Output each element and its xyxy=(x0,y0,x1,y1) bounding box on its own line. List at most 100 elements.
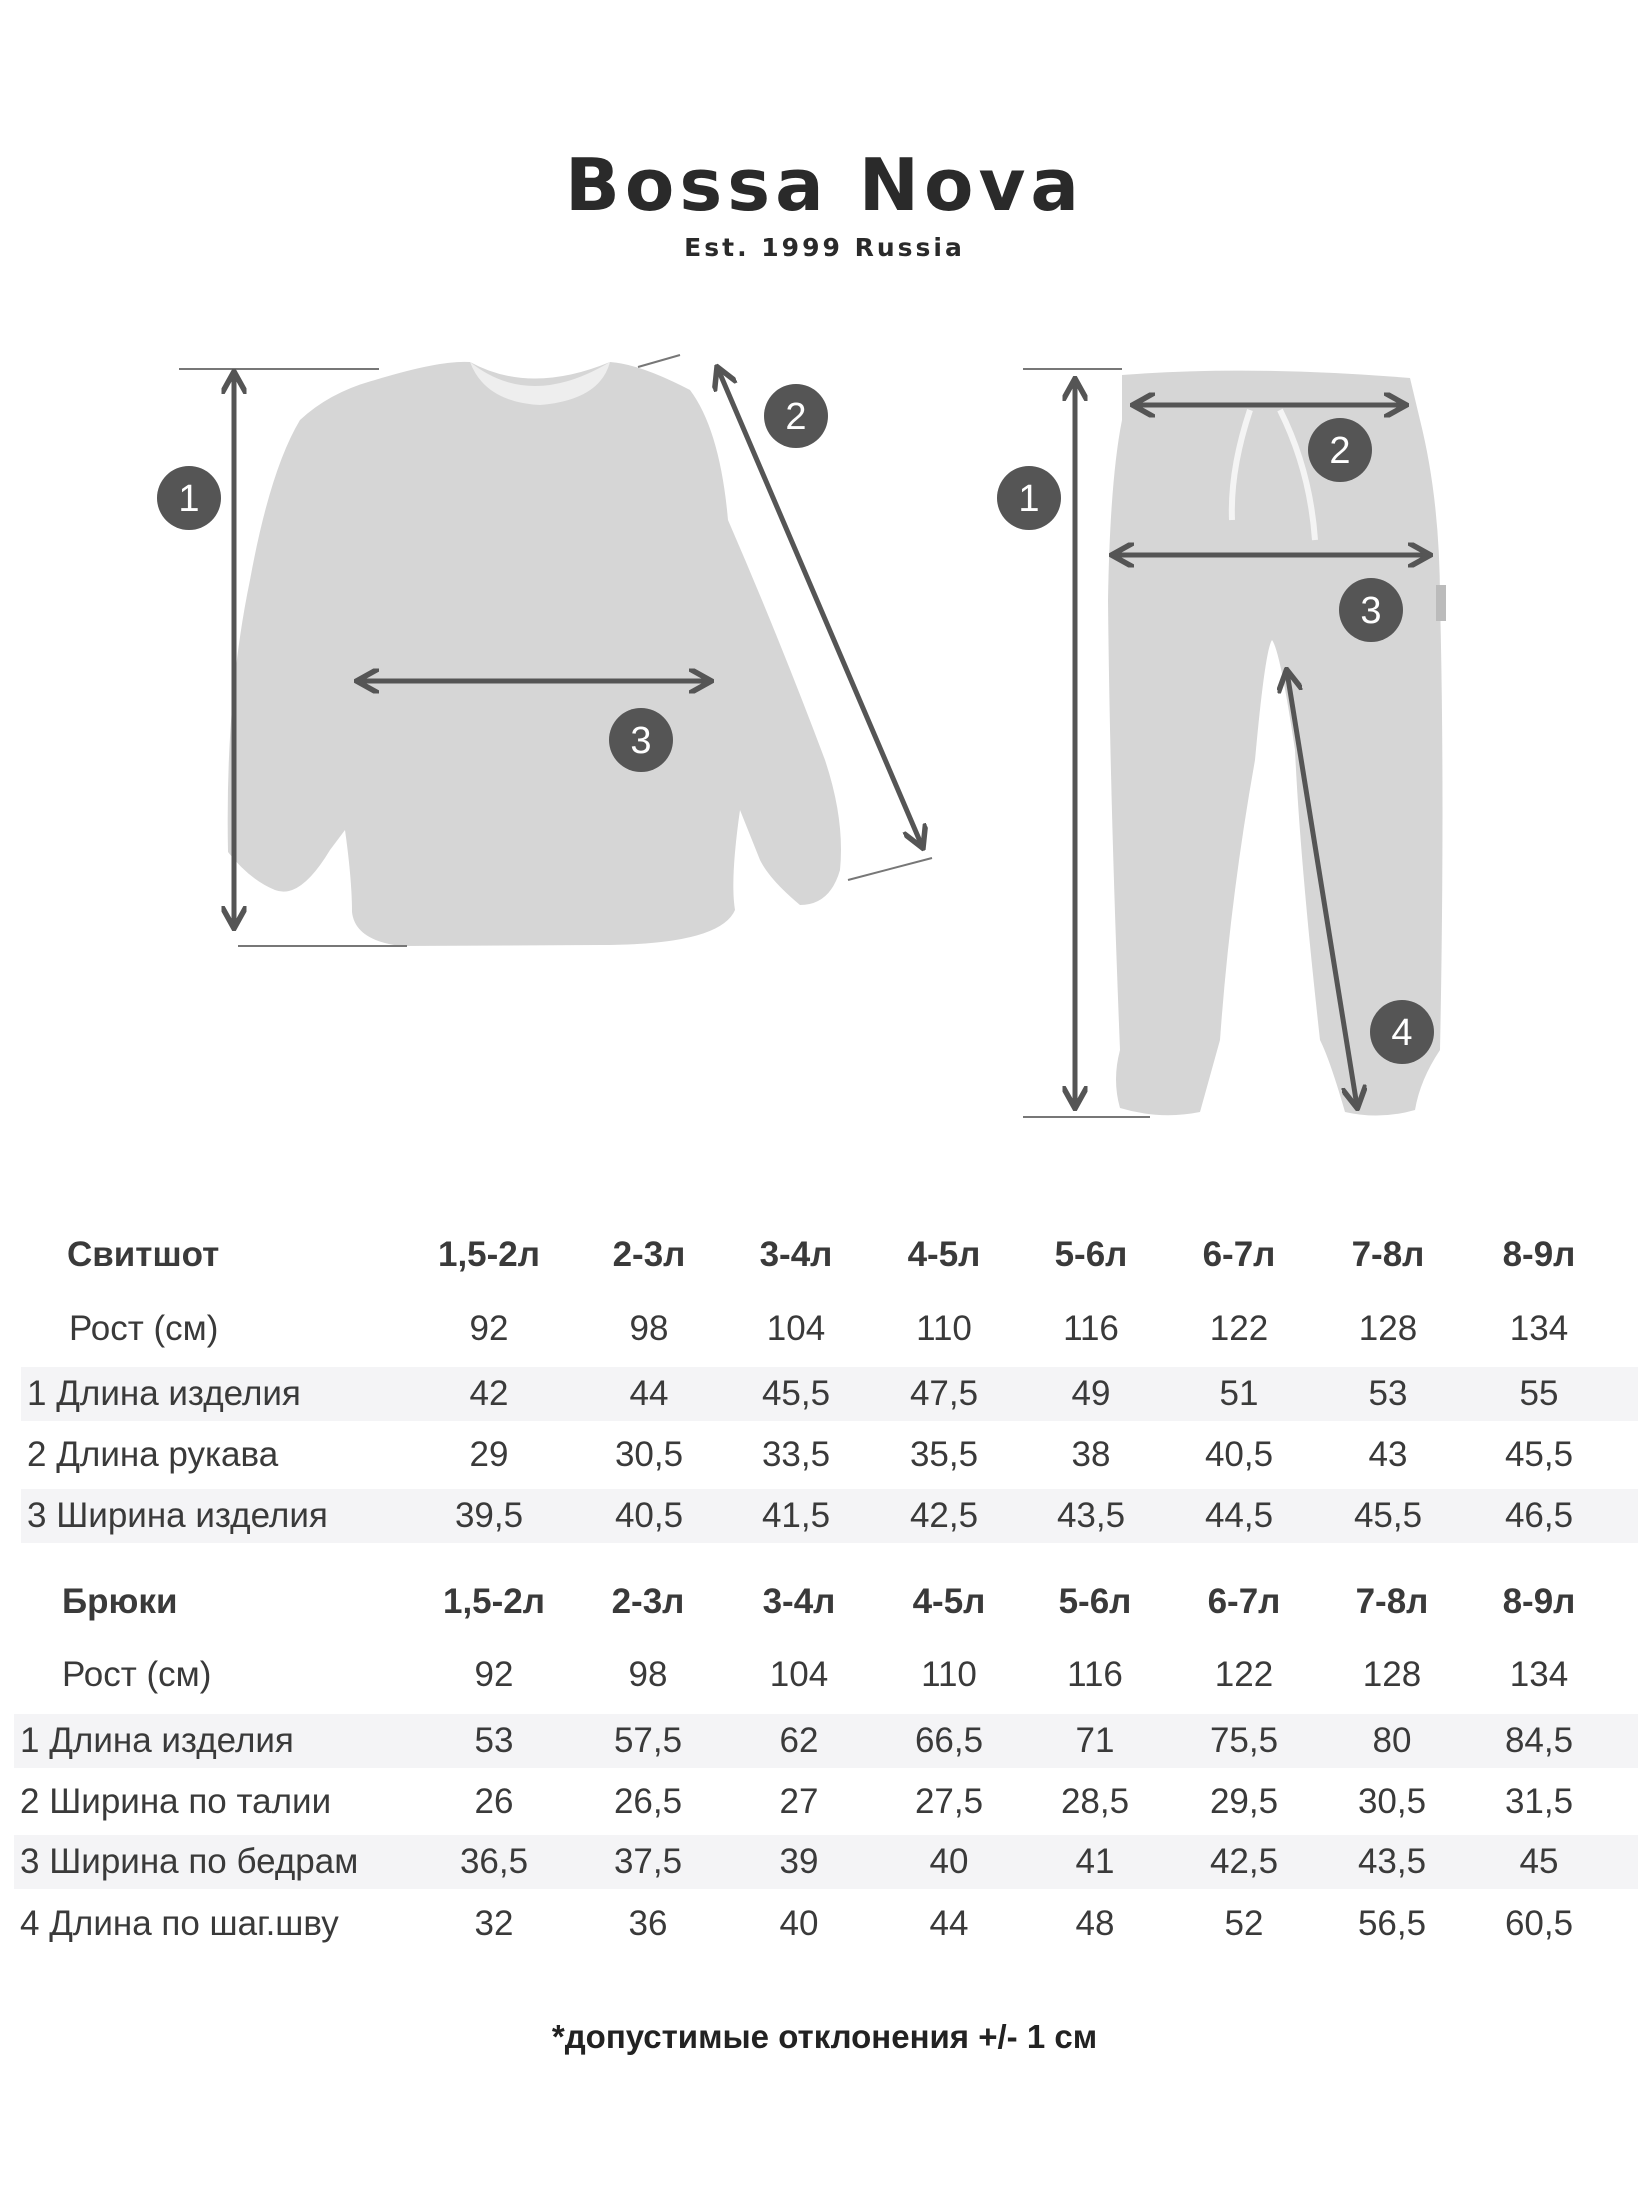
row-label: 3 Ширина изделия xyxy=(27,1496,328,1535)
table-cell: 92 xyxy=(469,1309,509,1348)
marker-number: 1 xyxy=(178,478,199,520)
sweatshirt-sleeve-arrow xyxy=(718,369,922,846)
table-cell: 110 xyxy=(916,1309,972,1348)
measurement-marker: 3 xyxy=(1339,578,1403,642)
table-cell: 104 xyxy=(766,1309,826,1348)
table-cell: 57,5 xyxy=(613,1721,683,1760)
table-cell: 43 xyxy=(1368,1435,1408,1474)
table-cell: 26,5 xyxy=(613,1782,683,1821)
table-cell: 43,5 xyxy=(1357,1842,1427,1881)
size-header: 8-9л xyxy=(1502,1235,1576,1274)
table-cell: 122 xyxy=(1214,1655,1274,1694)
table-cell: 44 xyxy=(929,1904,969,1943)
marker-number: 2 xyxy=(1329,430,1350,472)
size-header: 1,5-2л xyxy=(442,1582,546,1621)
table-cell: 98 xyxy=(629,1309,669,1348)
brand-tagline: Est. 1999 Russia xyxy=(684,233,965,262)
table-cell: 75,5 xyxy=(1209,1721,1279,1760)
marker-circle xyxy=(609,708,673,772)
marker-circle xyxy=(997,466,1061,530)
table-row-band xyxy=(14,1714,1638,1768)
table-cell: 30,5 xyxy=(614,1435,684,1474)
table-cell: 53 xyxy=(474,1721,514,1760)
table-cell: 45,5 xyxy=(761,1374,831,1413)
table-cell: 98 xyxy=(628,1655,668,1694)
size-header: 4-5л xyxy=(912,1582,986,1621)
row-label: 1 Длина изделия xyxy=(20,1721,294,1760)
table-cell: 42 xyxy=(469,1374,509,1413)
sweatshirt-table-title: Свитшот xyxy=(67,1235,220,1274)
measurement-marker: 3 xyxy=(609,708,673,772)
table-cell: 26 xyxy=(474,1782,514,1821)
size-header: 6-7л xyxy=(1207,1582,1281,1621)
table-cell: 84,5 xyxy=(1504,1721,1574,1760)
size-header: 7-8л xyxy=(1355,1582,1429,1621)
table-cell: 45 xyxy=(1519,1842,1559,1881)
table-cell: 40,5 xyxy=(1204,1435,1274,1474)
measurement-diagram: 1 2 3 1 2 3 4 xyxy=(157,354,1446,1118)
table-cell: 51 xyxy=(1219,1374,1259,1413)
measurement-marker: 1 xyxy=(997,466,1061,530)
table-cell: 116 xyxy=(1067,1655,1123,1694)
table-cell: 43,5 xyxy=(1056,1496,1126,1535)
table-cell: 104 xyxy=(769,1655,829,1694)
table-cell: 44,5 xyxy=(1204,1496,1274,1535)
table-cell: 44 xyxy=(629,1374,669,1413)
sweatshirt-illustration xyxy=(227,361,841,946)
table-cell: 39 xyxy=(779,1842,819,1881)
table-cell: 128 xyxy=(1358,1309,1418,1348)
size-header: 5-6л xyxy=(1058,1582,1132,1621)
table-cell: 122 xyxy=(1209,1309,1269,1348)
table-cell: 27 xyxy=(779,1782,819,1821)
table-cell: 41,5 xyxy=(761,1496,831,1535)
row-label: 2 Ширина по талии xyxy=(20,1782,332,1821)
measurement-marker: 1 xyxy=(157,466,221,530)
table-cell: 27,5 xyxy=(914,1782,984,1821)
marker-circle xyxy=(157,466,221,530)
size-header: 2-3л xyxy=(612,1235,686,1274)
table-cell: 46,5 xyxy=(1504,1496,1574,1535)
size-header: 7-8л xyxy=(1351,1235,1425,1274)
table-cell: 40,5 xyxy=(614,1496,684,1535)
table-cell: 53 xyxy=(1368,1374,1408,1413)
pants-table-title: Брюки xyxy=(62,1582,178,1621)
marker-circle xyxy=(764,384,828,448)
table-cell: 47,5 xyxy=(909,1374,979,1413)
size-header: 3-4л xyxy=(759,1235,833,1274)
marker-circle xyxy=(1370,1000,1434,1064)
table-row-band xyxy=(21,1367,1638,1421)
table-cell: 38 xyxy=(1071,1435,1111,1474)
table-cell: 71 xyxy=(1075,1721,1115,1760)
table-cell: 31,5 xyxy=(1504,1782,1574,1821)
row-label: 2 Длина рукава xyxy=(27,1435,279,1474)
table-cell: 39,5 xyxy=(454,1496,524,1535)
table-cell: 48 xyxy=(1075,1904,1115,1943)
row-label: Рост (см) xyxy=(69,1309,219,1348)
table-cell: 92 xyxy=(474,1655,514,1694)
table-cell: 32 xyxy=(474,1904,514,1943)
table-cell: 40 xyxy=(929,1842,969,1881)
table-cell: 134 xyxy=(1509,1655,1569,1694)
table-cell: 45,5 xyxy=(1353,1496,1423,1535)
marker-circle xyxy=(1339,578,1403,642)
table-cell: 30,5 xyxy=(1357,1782,1427,1821)
table-cell: 28,5 xyxy=(1060,1782,1130,1821)
measurement-marker: 2 xyxy=(764,384,828,448)
table-row-band xyxy=(21,1489,1638,1543)
size-header: 3-4л xyxy=(762,1582,836,1621)
size-header: 6-7л xyxy=(1202,1235,1276,1274)
size-header: 8-9л xyxy=(1502,1582,1576,1621)
size-header: 4-5л xyxy=(907,1235,981,1274)
table-cell: 62 xyxy=(779,1721,819,1760)
table-cell: 42,5 xyxy=(909,1496,979,1535)
row-label: 4 Длина по шаг.шву xyxy=(20,1904,339,1943)
table-cell: 33,5 xyxy=(761,1435,831,1474)
size-header: 1,5-2л xyxy=(437,1235,541,1274)
table-cell: 29,5 xyxy=(1209,1782,1279,1821)
table-cell: 66,5 xyxy=(914,1721,984,1760)
table-cell: 110 xyxy=(921,1655,977,1694)
marker-number: 3 xyxy=(630,720,651,762)
marker-number: 2 xyxy=(785,396,806,438)
marker-number: 1 xyxy=(1018,478,1039,520)
table-cell: 55 xyxy=(1519,1374,1559,1413)
